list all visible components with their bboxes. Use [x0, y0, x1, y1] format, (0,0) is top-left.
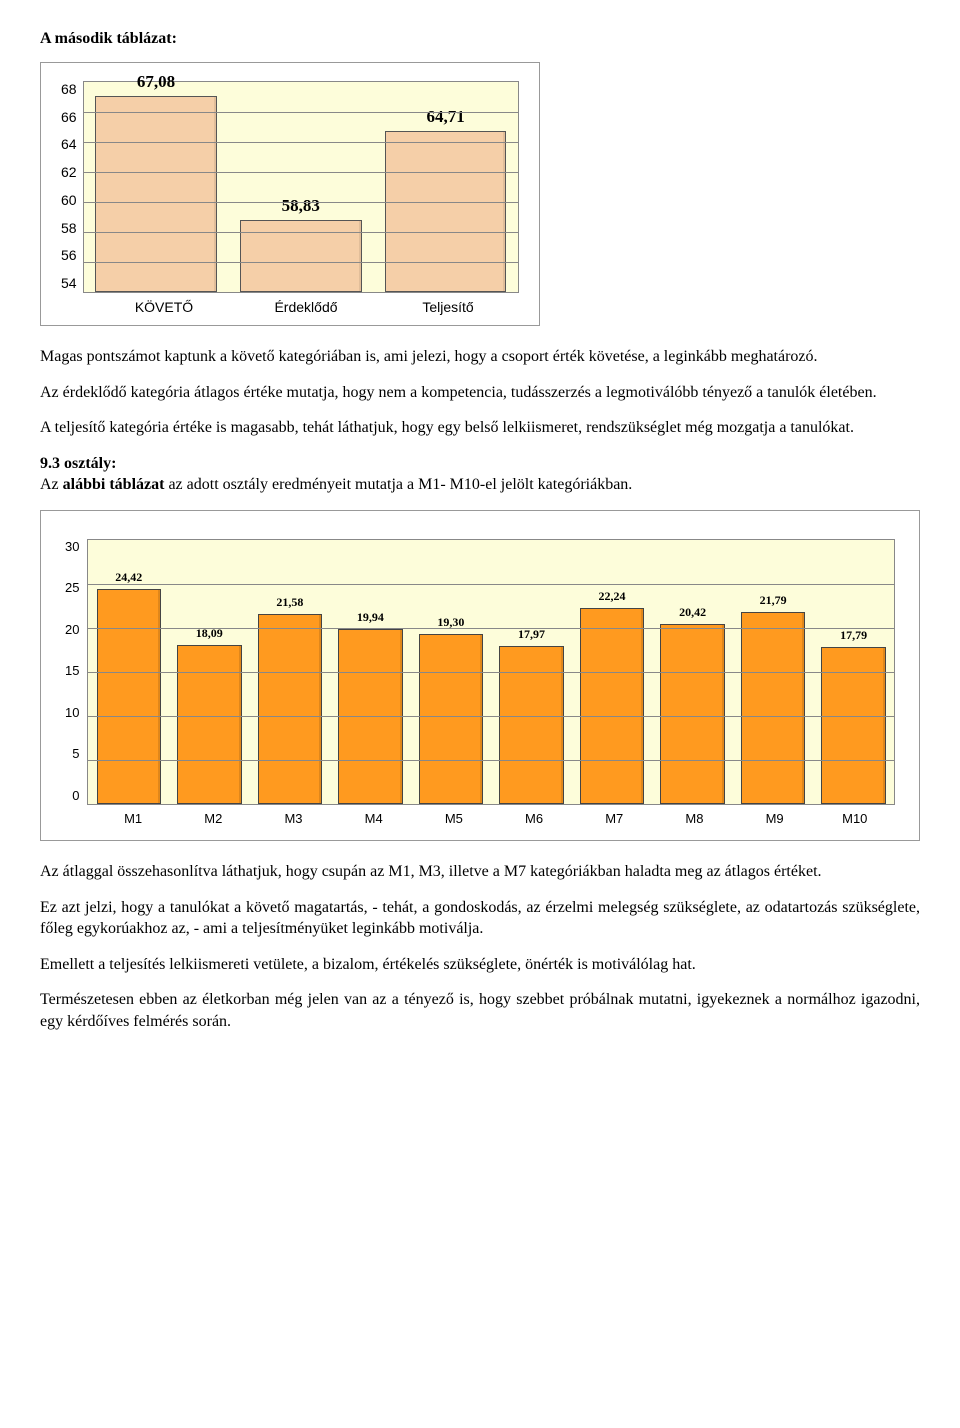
chart2-value-label: 22,24 — [599, 589, 626, 604]
chart2-gridline — [88, 672, 894, 673]
chart1-gridline — [84, 202, 518, 203]
chart1-ytick: 62 — [61, 164, 77, 180]
chart1-value-label: 58,83 — [282, 196, 320, 216]
section2: 9.3 osztály: Az alábbi táblázat az adott… — [40, 453, 920, 496]
chart2-bar-M9: 21,79 — [741, 612, 805, 804]
chart2-bar — [177, 645, 241, 804]
chart1-ytick: 64 — [61, 136, 77, 152]
chart1-ytick: 66 — [61, 109, 77, 125]
chart2-bar — [258, 614, 322, 804]
chart2-bar-M1: 24,42 — [97, 589, 161, 804]
para-1: Magas pontszámot kaptunk a követő kategó… — [40, 346, 920, 368]
chart2-xlabel: M6 — [502, 811, 566, 826]
chart2-bar-M2: 18,09 — [177, 645, 241, 804]
chart2-bar — [741, 612, 805, 804]
para-5: Ez azt jelzi, hogy a tanulókat a követő … — [40, 897, 920, 940]
chart2-value-label: 17,97 — [518, 627, 545, 642]
chart1-plot: 67,0858,8364,71 — [83, 81, 519, 293]
chart2-bar — [821, 647, 885, 804]
chart1-xlabel: KÖVETŐ — [104, 299, 223, 315]
chart2-ytick: 20 — [65, 622, 79, 637]
chart1-bar-Teljesítő: 64,71 — [385, 131, 507, 292]
para-7: Természetesen ebben az életkorban még je… — [40, 989, 920, 1032]
chart2-frame: 302520151050 24,4218,0921,5819,9419,3017… — [40, 510, 920, 841]
chart2-gridline — [88, 716, 894, 717]
page-title: A második táblázat: — [40, 30, 920, 48]
chart2-plot: 24,4218,0921,5819,9419,3017,9722,2420,42… — [87, 539, 895, 805]
chart2-yaxis: 30 25 20 15 10 5 0 — [65, 539, 87, 803]
chart1-gridline — [84, 112, 518, 113]
section2-heading: 9.3 osztály: — [40, 455, 116, 472]
chart2-xlabel: M8 — [662, 811, 726, 826]
chart2-bar — [419, 634, 483, 804]
chart1: 6866646260585654 67,0858,8364,71 — [61, 81, 519, 293]
para-4: Az átlaggal összehasonlítva láthatjuk, h… — [40, 861, 920, 883]
section2-intro-pre: Az — [40, 476, 63, 493]
chart2-value-label: 17,79 — [840, 628, 867, 643]
chart2-gridline — [88, 628, 894, 629]
chart1-bars: 67,0858,8364,71 — [84, 82, 518, 292]
section2-intro-bold: alábbi táblázat — [63, 476, 165, 493]
chart2-bar-M3: 21,58 — [258, 614, 322, 804]
chart2-ytick: 0 — [72, 788, 79, 803]
chart1-ytick: 56 — [61, 247, 77, 263]
chart2-xlabel: M4 — [342, 811, 406, 826]
chart2-ytick: 15 — [65, 663, 79, 678]
chart2-xlabel: M3 — [261, 811, 325, 826]
chart2-value-label: 21,79 — [760, 593, 787, 608]
chart2-ytick: 5 — [72, 746, 79, 761]
chart1-gridline — [84, 232, 518, 233]
chart1-value-label: 64,71 — [426, 107, 464, 127]
chart2-bar-M6: 17,97 — [499, 646, 563, 804]
chart1-ytick: 60 — [61, 192, 77, 208]
chart2-xlabel: M10 — [823, 811, 887, 826]
chart2-value-label: 19,94 — [357, 610, 384, 625]
para-6: Emellett a teljesítés lelkiismereti vetü… — [40, 954, 920, 976]
chart1-value-label: 67,08 — [137, 72, 175, 92]
chart2-xlabels: M1 M2 M3 M4 M5 M6 M7 M8 M9 M10 — [93, 805, 895, 826]
chart2-bar-M10: 17,79 — [821, 647, 885, 804]
para-3: A teljesítő kategória értéke is magasabb… — [40, 417, 920, 439]
chart2-bar-M5: 19,30 — [419, 634, 483, 804]
chart2-value-label: 20,42 — [679, 605, 706, 620]
chart1-ytick: 58 — [61, 220, 77, 236]
chart2-bar-M7: 22,24 — [580, 608, 644, 804]
chart2-ytick: 10 — [65, 705, 79, 720]
chart2-bar — [660, 624, 724, 804]
chart1-gridline — [84, 262, 518, 263]
chart2-xlabel: M9 — [743, 811, 807, 826]
chart2-xlabel: M1 — [101, 811, 165, 826]
chart2-bar-M8: 20,42 — [660, 624, 724, 804]
chart2-ytick: 25 — [65, 580, 79, 595]
chart1-xlabel: Érdeklődő — [246, 299, 365, 315]
para-2: Az érdeklődő kategória átlagos értéke mu… — [40, 382, 920, 404]
chart2-xlabel: M5 — [422, 811, 486, 826]
chart2-bar — [580, 608, 644, 804]
chart2-gridline — [88, 760, 894, 761]
chart2-value-label: 21,58 — [276, 595, 303, 610]
chart1-bar — [385, 131, 507, 292]
chart1-bar-Érdeklődő: 58,83 — [240, 220, 362, 292]
chart2-gridline — [88, 584, 894, 585]
chart2-bar — [499, 646, 563, 804]
chart2: 302520151050 24,4218,0921,5819,9419,3017… — [65, 539, 895, 805]
chart1-yaxis: 68 66 64 62 60 58 56 54 — [61, 81, 83, 291]
chart1-gridline — [84, 142, 518, 143]
chart2-value-label: 24,42 — [115, 570, 142, 585]
chart1-xlabel: Teljesítő — [388, 299, 507, 315]
chart1-gridline — [84, 172, 518, 173]
chart2-bar — [97, 589, 161, 804]
chart1-xlabels: KÖVETŐ Érdeklődő Teljesítő — [93, 293, 519, 315]
chart2-xlabel: M7 — [582, 811, 646, 826]
chart1-ytick: 68 — [61, 81, 77, 97]
chart1-bar — [240, 220, 362, 292]
chart1-ytick: 54 — [61, 275, 77, 291]
chart2-xlabel: M2 — [181, 811, 245, 826]
chart2-ytick: 30 — [65, 539, 79, 554]
section2-intro-post: az adott osztály eredményeit mutatja a M… — [164, 476, 632, 493]
chart1-frame: 68 66 64 62 60 58 56 54 67,08 58,83 64,71 KÖVETŐ É… — [40, 62, 540, 326]
